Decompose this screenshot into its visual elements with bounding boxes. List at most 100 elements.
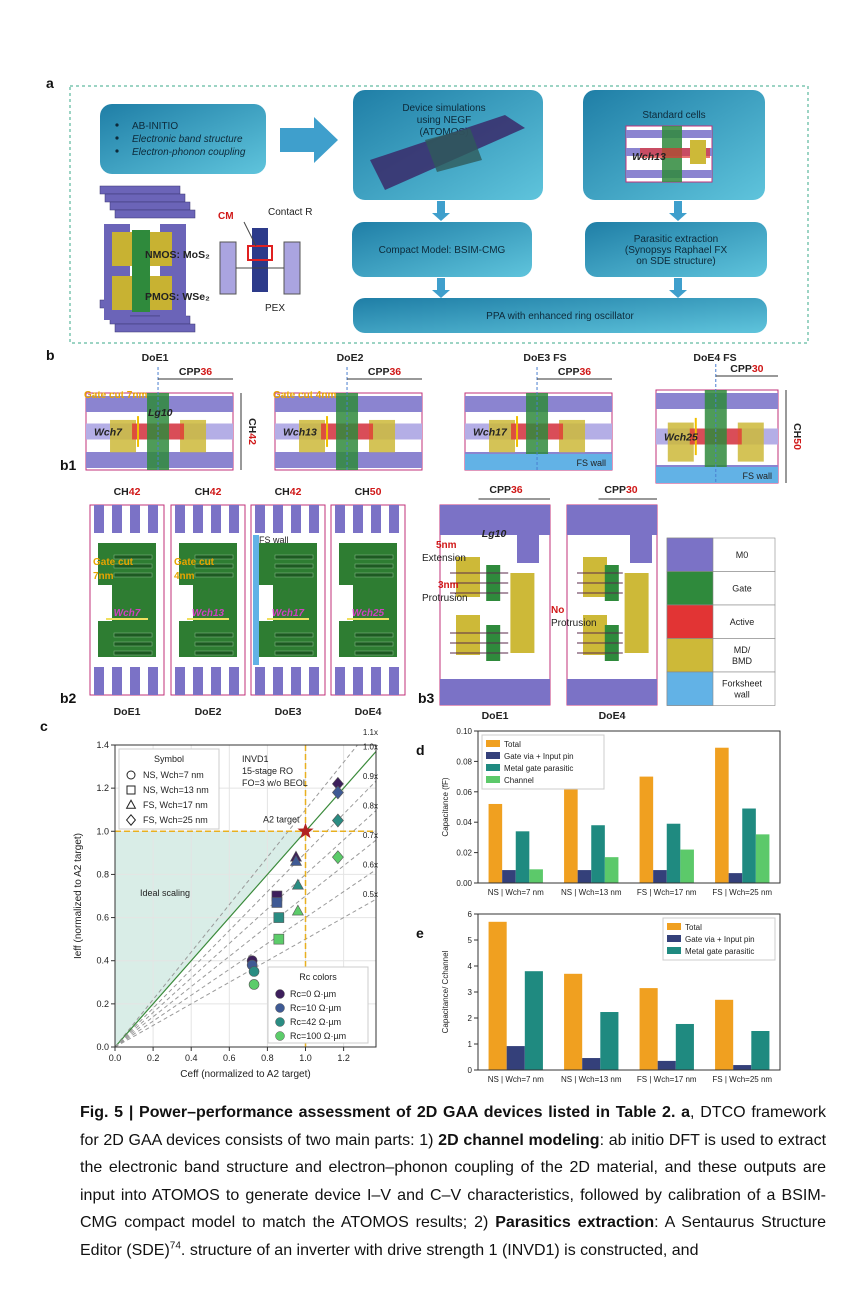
legend-swatch xyxy=(666,571,714,606)
shape xyxy=(104,193,186,203)
shape xyxy=(113,554,153,560)
shape xyxy=(354,641,394,647)
shape xyxy=(456,557,480,597)
shape xyxy=(113,641,153,647)
y-axis-label: Capacitance/ Cchannel xyxy=(441,950,450,1033)
label: 3nm xyxy=(438,580,459,591)
shape xyxy=(291,505,301,533)
shape xyxy=(583,615,607,655)
bar xyxy=(515,831,530,883)
label: Electronic band structure xyxy=(132,134,243,145)
legend-swatch xyxy=(667,947,681,954)
dimension-label: CH42 xyxy=(246,418,258,445)
shape xyxy=(98,585,112,621)
shape xyxy=(339,585,353,621)
shape xyxy=(389,505,399,533)
legend-label: Total xyxy=(685,923,702,932)
y-axis-label: Capacitance (fF) xyxy=(441,777,450,836)
label: PMOS: WSe₂ xyxy=(145,291,210,303)
box xyxy=(352,222,532,277)
legend-label: Rc=42 Ω·µm xyxy=(290,1017,341,1027)
figure: a AB-INITIO Electronic band structure Elect… xyxy=(40,75,809,1084)
legend-swatch xyxy=(666,671,714,706)
shape xyxy=(309,505,319,533)
point xyxy=(125,814,137,826)
legend-swatch xyxy=(486,740,500,747)
shape xyxy=(273,505,283,533)
legend-label: Rc=100 Ω·µm xyxy=(290,1031,346,1041)
label: DoE3 xyxy=(275,706,302,718)
x-tick-label: FS | Wch=17 nm xyxy=(637,1075,697,1084)
y-tick-label: 0.08 xyxy=(456,757,472,766)
panel-label: b2 xyxy=(60,690,77,706)
dimension-text: CPP xyxy=(558,366,580,378)
x-tick-label: NS | Wch=13 nm xyxy=(561,888,622,897)
point xyxy=(126,785,136,795)
legend-label: Channel xyxy=(504,776,534,785)
label: No xyxy=(551,605,564,616)
shape xyxy=(211,505,221,533)
shape xyxy=(283,241,301,295)
legend-marker xyxy=(275,1003,285,1013)
shape xyxy=(148,505,158,533)
point xyxy=(126,770,136,780)
reference-line xyxy=(115,780,376,1047)
shape xyxy=(274,641,314,647)
point xyxy=(273,912,285,923)
reference-label: 0.8x xyxy=(363,802,378,811)
shape xyxy=(229,667,239,695)
shape xyxy=(456,615,480,655)
legend-swatch xyxy=(486,764,500,771)
y-tick-label: 0.0 xyxy=(96,1042,109,1052)
label: Wch17 xyxy=(272,608,305,619)
reference-line xyxy=(115,751,376,1047)
legend-label: BMD xyxy=(732,656,753,666)
dimension-text: CPP xyxy=(730,363,752,375)
label: Gate cut 4nm xyxy=(273,390,336,401)
x-tick-label: 0.2 xyxy=(147,1053,160,1063)
shape xyxy=(354,572,394,578)
reference-line xyxy=(115,869,376,1047)
label: Gate cut xyxy=(174,557,215,568)
label: Protrusion xyxy=(551,618,597,629)
shape xyxy=(353,505,363,533)
label: Wch13 xyxy=(192,608,225,619)
shape xyxy=(150,232,172,266)
shape xyxy=(194,572,234,578)
panel-label: b xyxy=(46,347,55,363)
dimension-value: 50 xyxy=(370,486,382,498)
y-tick-label: 0.06 xyxy=(456,788,472,797)
bullet xyxy=(115,149,119,153)
shape xyxy=(517,535,539,563)
legend-swatch xyxy=(666,638,714,673)
shape xyxy=(371,667,381,695)
shape xyxy=(440,505,550,535)
dimension-label: CPP36 xyxy=(489,484,522,496)
label: DoE4 xyxy=(599,710,626,722)
shape xyxy=(274,632,314,638)
y-axis-label: Ieff (normalized to A2 target) xyxy=(73,833,84,959)
caption-text: 2D channel modeling xyxy=(438,1131,600,1149)
legend-swatch xyxy=(666,537,714,572)
shape xyxy=(112,667,122,695)
x-tick-label: 0.6 xyxy=(223,1053,236,1063)
dimension-value: 36 xyxy=(579,366,591,378)
label: 5nm xyxy=(436,540,457,551)
legend-label: NS, Wch=13 nm xyxy=(143,785,209,795)
legend xyxy=(481,734,605,790)
label: PEX xyxy=(265,303,285,314)
x-tick-label: 0.0 xyxy=(109,1053,122,1063)
y-tick-label: 0 xyxy=(468,1066,473,1075)
dimension-value: 42 xyxy=(129,486,141,498)
shape xyxy=(371,505,381,533)
y-tick-label: 1.4 xyxy=(96,740,109,750)
bar xyxy=(564,973,583,1070)
bar xyxy=(755,834,770,883)
shape xyxy=(465,454,612,470)
legend-swatch xyxy=(667,923,681,930)
dimension-value: 36 xyxy=(511,484,523,496)
y-tick-label: 0.04 xyxy=(456,818,472,827)
label: NMOS: MoS₂ xyxy=(145,249,210,261)
caption-text: Fig. 5 | Power–performance assessment of… xyxy=(80,1104,691,1121)
shape xyxy=(255,505,265,533)
